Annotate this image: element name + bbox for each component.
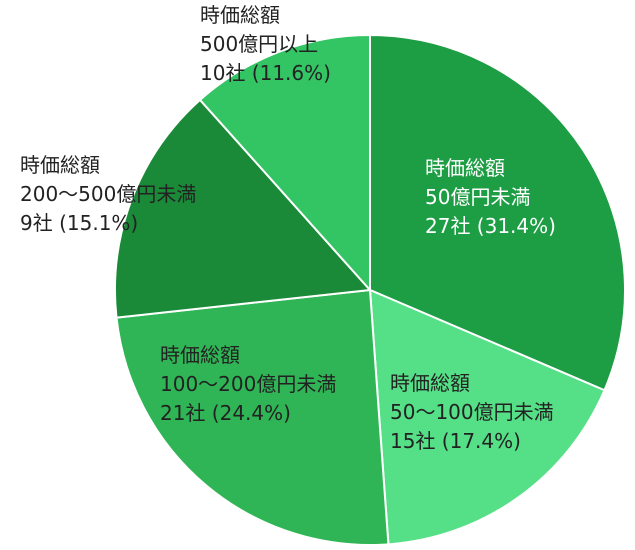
pie-slice-4 <box>198 33 371 293</box>
slice-label-1-line-2: 15社 (17.4%) <box>390 429 521 453</box>
pie-slice-0 <box>369 33 626 392</box>
slice-label-0-line-2: 27社 (31.4%) <box>425 214 556 238</box>
pie-slice-2 <box>115 288 390 546</box>
slice-label-2-line-0: 時価総額 <box>160 343 240 367</box>
slice-label-0-line-0: 時価総額 <box>425 156 505 180</box>
slice-label-1-line-0: 時価総額 <box>390 371 470 395</box>
slice-label-4: 時価総額 500億円以上 10社 (11.6%) <box>200 3 331 85</box>
slice-label-1-line-1: 50～100億円未満 <box>390 400 554 424</box>
slice-label-0-line-1: 50億円未満 <box>425 185 530 209</box>
slice-label-2: 時価総額 100～200億円未満 21社 (24.4%) <box>160 343 336 425</box>
slice-label-3-line-0: 時価総額 <box>20 153 100 177</box>
slice-label-1: 時価総額 50～100億円未満 15社 (17.4%) <box>390 371 554 453</box>
pie-slice-1 <box>368 288 606 546</box>
slice-label-3-line-1: 200～500億円未満 <box>20 182 196 206</box>
pie-slice-3 <box>114 98 373 319</box>
slice-label-4-line-0: 時価総額 <box>200 3 280 27</box>
slice-label-2-line-1: 100～200億円未満 <box>160 372 336 396</box>
slice-label-4-line-1: 500億円以上 <box>200 32 318 56</box>
slice-label-3-line-2: 9社 (15.1%) <box>20 211 138 235</box>
slice-label-2-line-2: 21社 (24.4%) <box>160 401 291 425</box>
slice-label-4-line-2: 10社 (11.6%) <box>200 61 331 85</box>
slice-label-0: 時価総額 50億円未満 27社 (31.4%) <box>425 156 556 238</box>
slice-label-3: 時価総額 200～500億円未満 9社 (15.1%) <box>20 153 196 235</box>
